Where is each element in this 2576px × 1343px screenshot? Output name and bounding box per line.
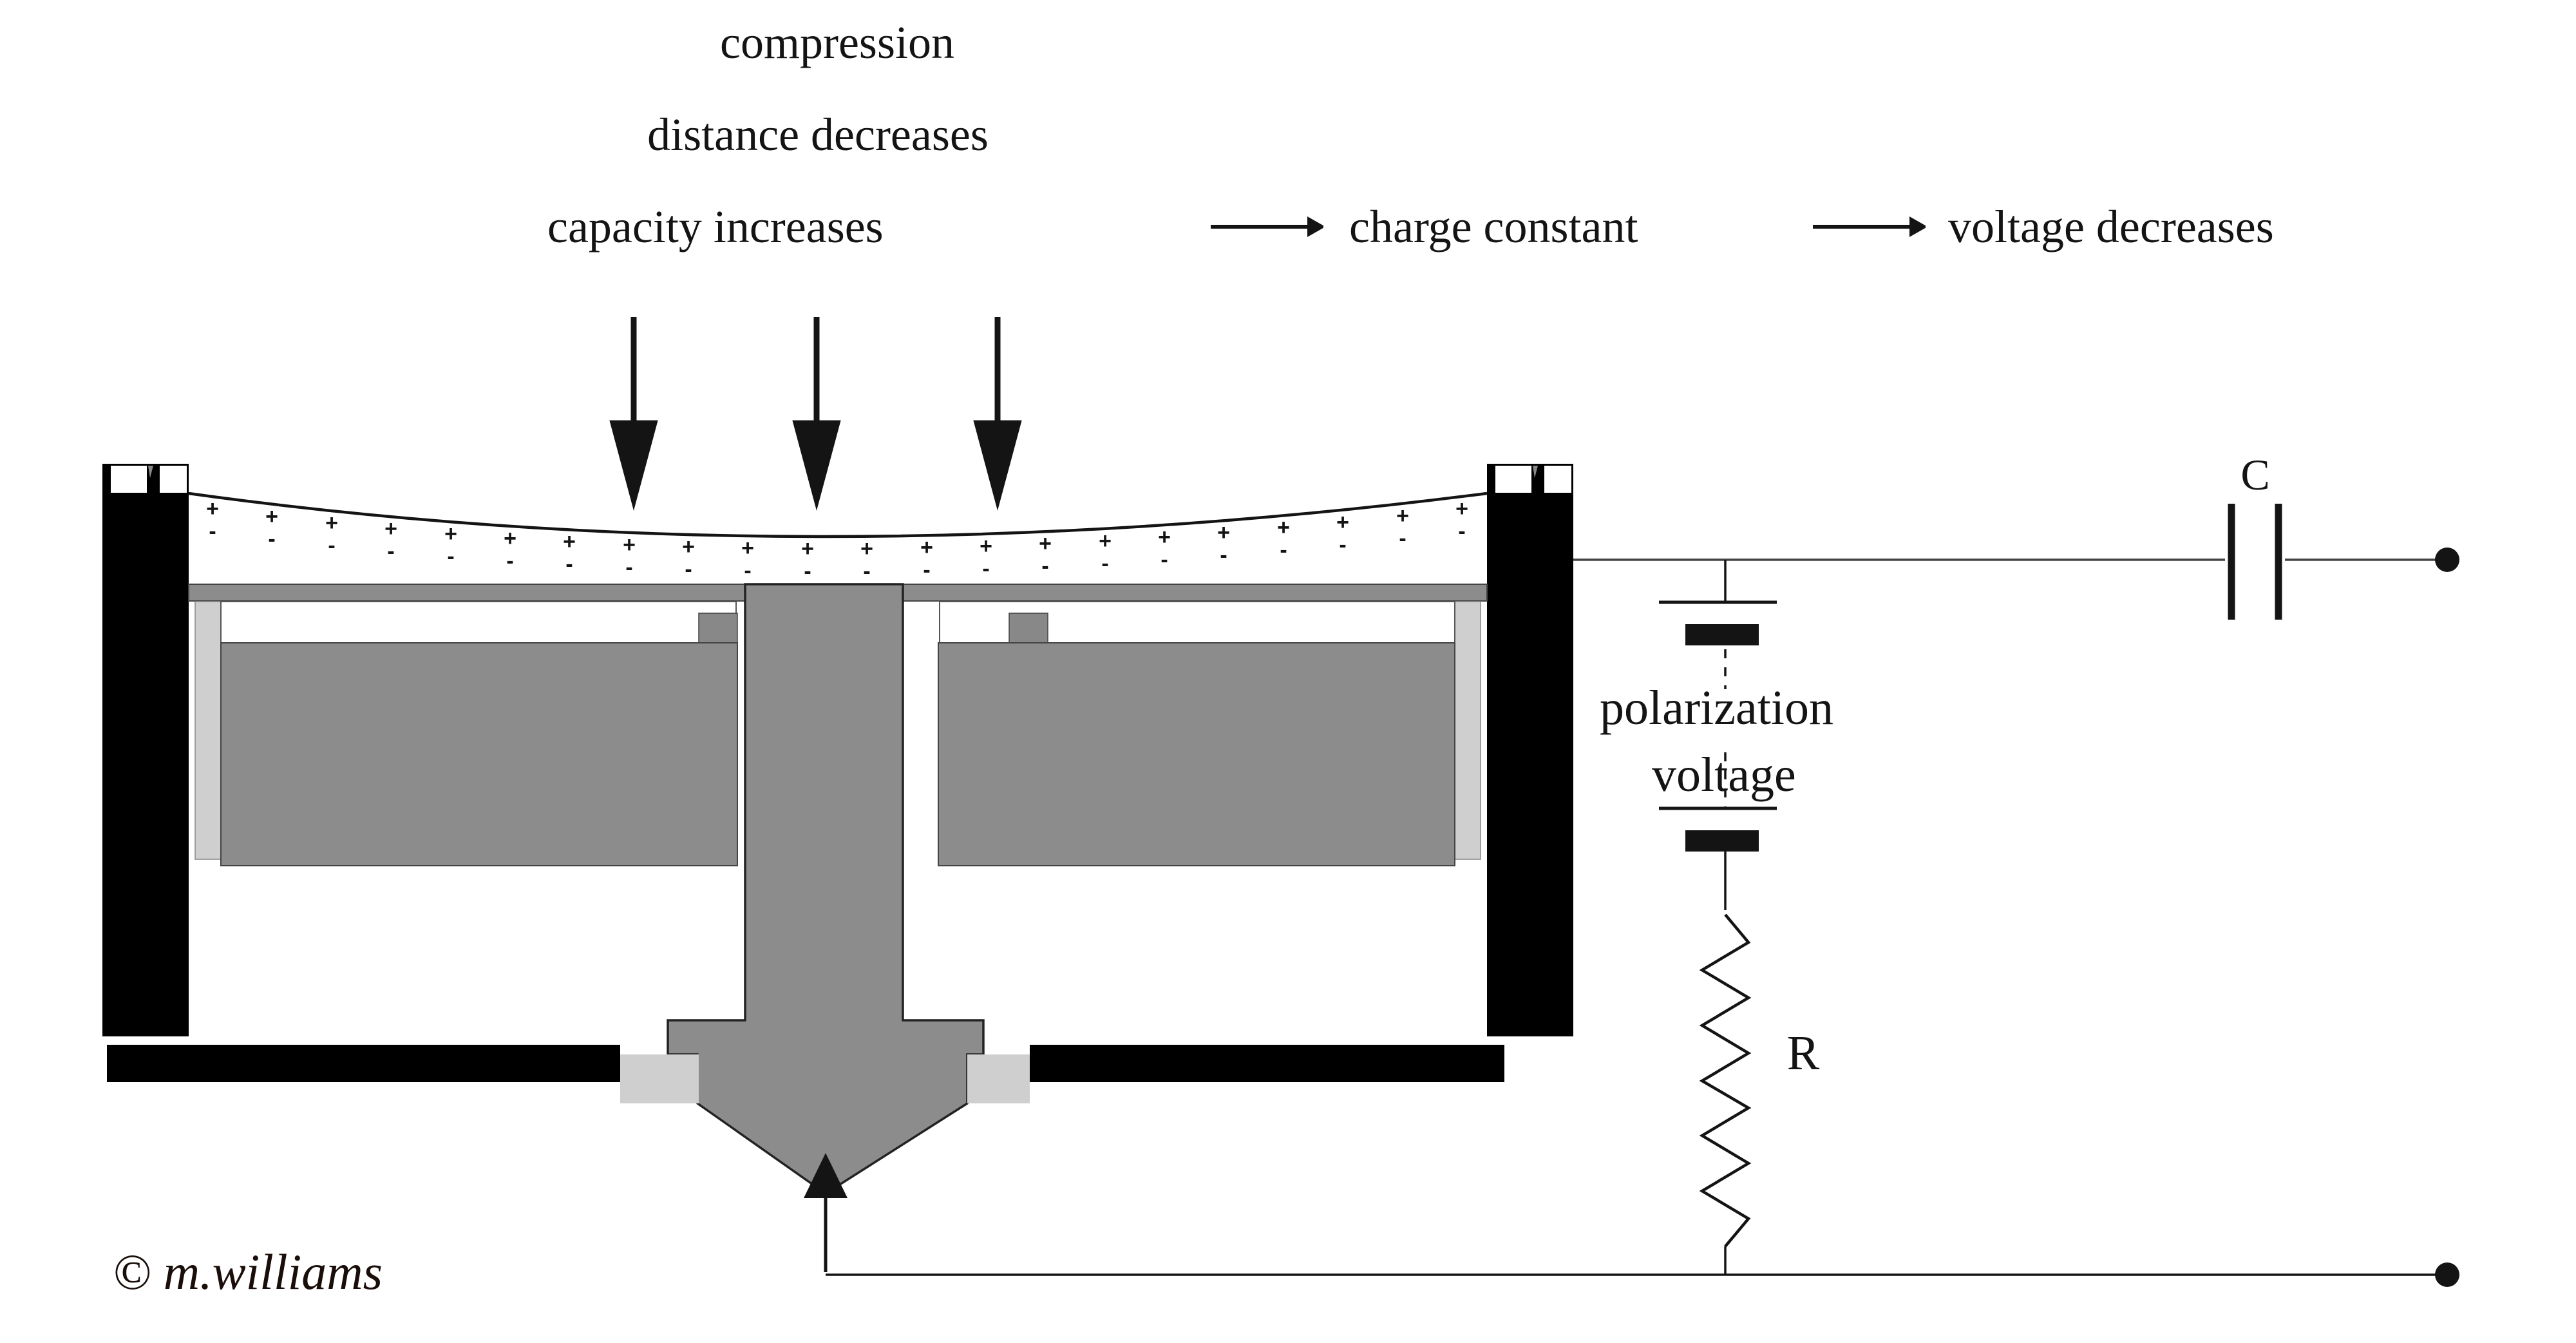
svg-text:+: + <box>920 535 933 560</box>
svg-text:voltage: voltage <box>1652 748 1796 802</box>
svg-text:-: - <box>685 557 692 582</box>
svg-text:+: + <box>206 497 219 521</box>
svg-text:-: - <box>565 552 573 576</box>
svg-text:-: - <box>744 558 751 583</box>
svg-text:+: + <box>682 535 695 559</box>
svg-text:-: - <box>1041 554 1048 578</box>
svg-text:-: - <box>268 527 275 551</box>
svg-text:-: - <box>982 557 989 581</box>
svg-text:+: + <box>980 534 992 558</box>
svg-text:-: - <box>1458 519 1465 544</box>
svg-text:+: + <box>1336 510 1349 535</box>
svg-text:-: - <box>625 555 632 580</box>
svg-text:-: - <box>863 559 870 584</box>
svg-text:+: + <box>801 537 814 561</box>
svg-text:polarization: polarization <box>1600 681 1833 735</box>
svg-text:-: - <box>804 559 811 584</box>
svg-text:+: + <box>1217 520 1230 545</box>
svg-text:+: + <box>1455 497 1468 521</box>
svg-text:+: + <box>563 529 576 554</box>
svg-text:+: + <box>1099 529 1112 553</box>
svg-text:+: + <box>504 526 516 551</box>
svg-text:-: - <box>1220 543 1227 567</box>
svg-text:-: - <box>1280 538 1287 562</box>
svg-text:-: - <box>1399 526 1406 551</box>
svg-text:+: + <box>860 537 873 561</box>
svg-text:+: + <box>1158 525 1171 549</box>
svg-text:-: - <box>328 533 335 558</box>
svg-text:-: - <box>1339 533 1346 557</box>
svg-text:R: R <box>1787 1026 1820 1080</box>
svg-text:+: + <box>1039 531 1052 556</box>
svg-text:+: + <box>265 504 278 529</box>
svg-text:C: C <box>2240 450 2269 499</box>
svg-text:+: + <box>444 522 457 546</box>
svg-text:-: - <box>209 519 216 544</box>
svg-text:+: + <box>1277 515 1290 540</box>
svg-text:-: - <box>1160 548 1168 572</box>
svg-text:+: + <box>623 533 636 557</box>
svg-text:-: - <box>506 549 513 573</box>
svg-text:-: - <box>1101 551 1108 576</box>
svg-text:+: + <box>741 536 754 560</box>
svg-text:-: - <box>447 544 454 569</box>
svg-text:-: - <box>387 539 394 564</box>
svg-text:-: - <box>923 558 930 582</box>
svg-text:+: + <box>1396 504 1409 528</box>
svg-text:+: + <box>325 511 338 535</box>
svg-text:+: + <box>384 517 397 541</box>
